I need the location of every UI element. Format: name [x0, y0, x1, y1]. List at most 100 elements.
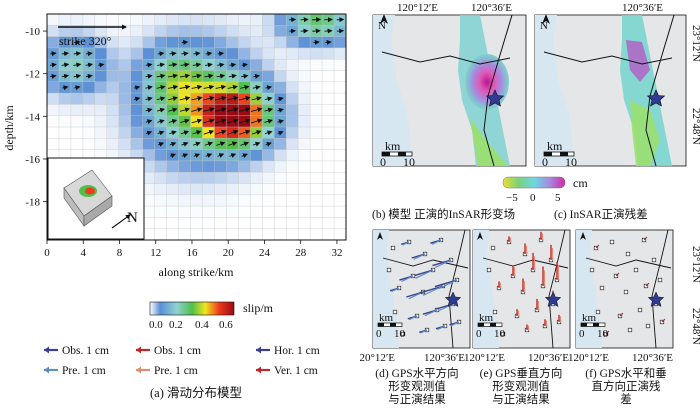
slip-vector — [325, 39, 332, 45]
slip-xtick-label: 24 — [259, 247, 271, 259]
slip-cell — [286, 115, 299, 128]
gps-pre-horizontal-vector — [450, 321, 460, 327]
fault-inset: N — [47, 157, 145, 240]
slip-vector — [157, 62, 166, 68]
slip-cell — [166, 36, 179, 49]
slip-cell — [226, 172, 239, 184]
slip-cell — [118, 81, 132, 94]
gps-residual-vector — [645, 282, 650, 287]
insar-colorbar-tick: 0 — [530, 192, 536, 204]
slip-cell — [226, 14, 239, 26]
slip-cell — [274, 25, 287, 37]
slip-cell — [58, 25, 72, 37]
slip-cell — [322, 172, 335, 184]
slip-cell — [286, 81, 299, 94]
slip-cell — [310, 160, 323, 173]
insar-colorbar-tick: 5 — [555, 192, 561, 204]
caption-b: (b) 模型 正演的InSAR形变场 — [372, 207, 515, 221]
slip-vector — [180, 62, 190, 68]
slip-cell — [118, 47, 132, 60]
slip-cell — [118, 70, 132, 83]
slip-cell — [274, 183, 287, 196]
slip-vector — [157, 142, 165, 147]
slip-cell — [70, 25, 84, 37]
slip-cell — [238, 217, 251, 229]
slip-vector — [264, 118, 274, 124]
slip-vector — [265, 85, 273, 91]
gps-residual-vector — [605, 330, 610, 335]
slip-cell — [298, 81, 311, 94]
slip-cell — [106, 81, 120, 94]
slip-vector — [181, 141, 189, 147]
gps-station — [637, 307, 643, 313]
slip-cell — [82, 115, 96, 128]
slip-vector — [145, 62, 153, 68]
gps-station — [400, 331, 406, 337]
gps-station — [625, 251, 631, 257]
slip-vector — [192, 73, 202, 79]
gps-right-tick: 23°12′N — [690, 246, 700, 283]
slip-cell — [142, 25, 155, 37]
slip-cell — [154, 194, 167, 207]
slip-cell — [226, 183, 239, 196]
slip-cell — [274, 70, 287, 83]
slip-cell — [274, 160, 287, 173]
slip-cell — [298, 59, 311, 71]
slip-vector — [215, 118, 227, 124]
slip-cell — [130, 70, 143, 83]
gps-station — [490, 245, 496, 251]
slip-vector — [85, 51, 93, 57]
slip-vector — [204, 73, 214, 79]
slip-cell — [154, 14, 167, 26]
slip-cell — [262, 70, 275, 83]
gps-bottom-tick: 120°36′E — [424, 352, 465, 364]
slip-cell — [274, 228, 287, 241]
slip-cell — [334, 127, 347, 139]
slip-cell — [298, 104, 311, 116]
insar-residual-map: N km 0 10 — [534, 14, 687, 169]
gps-station — [500, 331, 506, 337]
slip-vector — [157, 130, 165, 136]
slip-cell — [322, 59, 335, 71]
slip-cell — [298, 194, 311, 207]
slip-cell — [106, 138, 120, 150]
gps-pre-horizontal-vector — [413, 253, 426, 260]
slip-cell — [118, 93, 132, 105]
slip-cell — [94, 70, 108, 83]
slip-cell — [94, 138, 108, 150]
slip-cell — [166, 25, 179, 37]
slip-cell — [82, 138, 96, 150]
slip-cell — [250, 183, 263, 196]
slip-cell — [250, 194, 263, 207]
slip-cell — [238, 36, 251, 49]
slip-xtick-label: 4 — [80, 247, 86, 259]
insar-right-tick: 22°48′N — [690, 108, 700, 145]
slip-cell — [166, 160, 179, 173]
slip-vector — [324, 28, 333, 34]
slip-cell — [154, 25, 167, 37]
slip-cell — [178, 194, 191, 207]
slip-vector — [157, 119, 165, 124]
gps-scale-tick: 0 — [376, 328, 382, 340]
slip-cell — [94, 149, 108, 162]
slip-cell — [310, 127, 323, 139]
gps-bottom-tick: 120°36′E — [528, 352, 569, 364]
slip-vector — [169, 153, 176, 159]
slip-vector — [264, 130, 273, 136]
epicenter-star — [647, 291, 665, 307]
slip-colorbar-tick: 0.6 — [219, 319, 233, 331]
slip-cell — [142, 183, 155, 196]
slip-vector — [203, 107, 215, 113]
slip-vector — [168, 73, 178, 79]
slip-cell — [286, 104, 299, 116]
slip-vector — [134, 96, 141, 102]
slip-vector — [145, 107, 153, 113]
slip-vector — [241, 153, 248, 158]
slip-cell — [142, 36, 155, 49]
slip-vector — [265, 142, 272, 147]
slip-vector — [203, 95, 215, 101]
slip-vector — [145, 119, 153, 125]
slip-vector — [145, 73, 153, 79]
slip-vector — [192, 130, 202, 135]
slip-vector — [191, 107, 203, 113]
